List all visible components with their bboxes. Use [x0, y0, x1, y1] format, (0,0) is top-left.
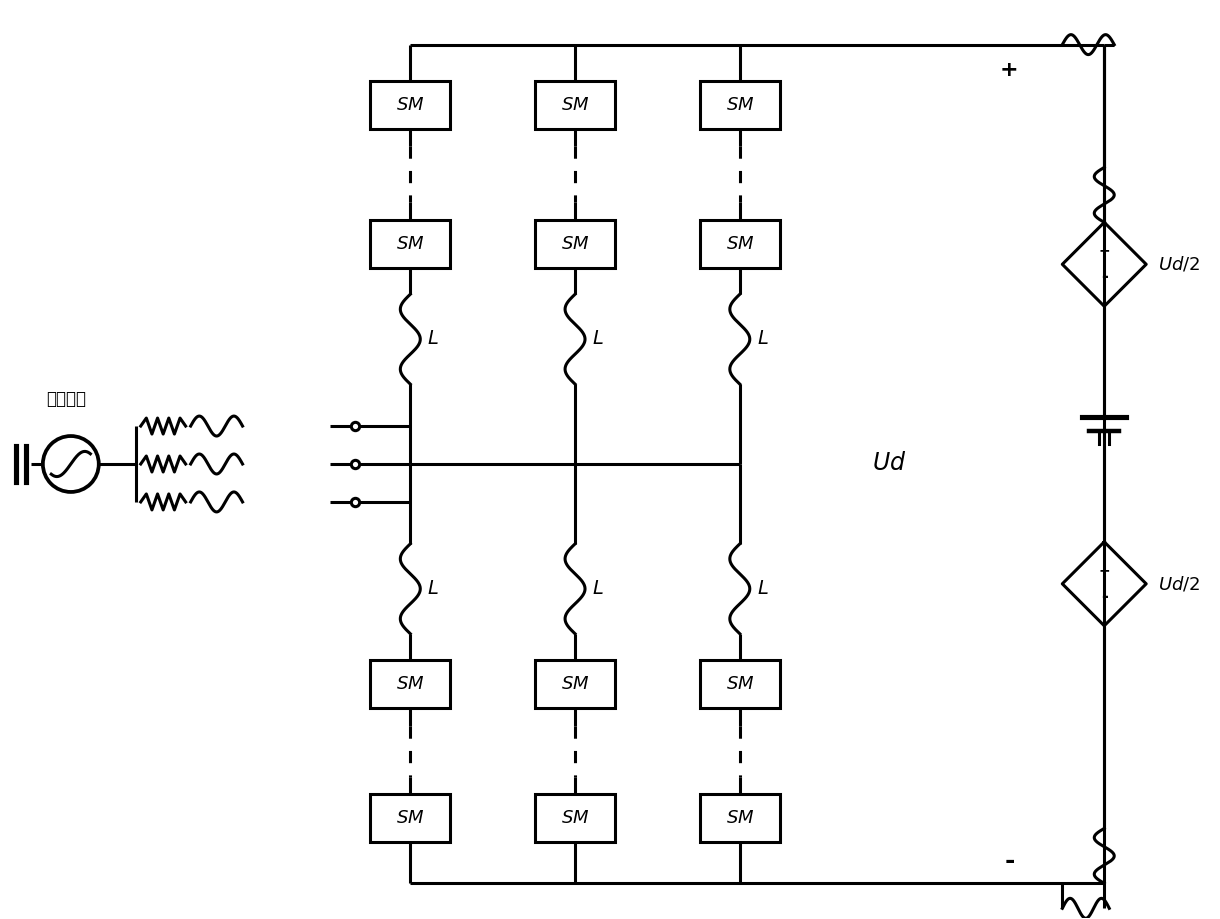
Bar	[700, 221, 780, 268]
Bar	[371, 221, 450, 268]
Bar	[371, 795, 450, 843]
Text: $SM$: $SM$	[396, 96, 425, 114]
Text: $L$: $L$	[756, 580, 769, 597]
Text: $SM$: $SM$	[726, 96, 754, 114]
Text: $SM$: $SM$	[561, 235, 589, 254]
Bar	[700, 660, 780, 708]
Text: +: +	[1098, 244, 1110, 258]
Bar	[536, 795, 615, 843]
Text: -: -	[1004, 849, 1015, 873]
Text: -: -	[1100, 588, 1108, 606]
Text: $L$: $L$	[427, 580, 439, 597]
Text: $L$: $L$	[592, 580, 604, 597]
Bar	[371, 660, 450, 708]
Bar	[371, 81, 450, 129]
Text: 交流系统: 交流系统	[46, 390, 85, 408]
Text: $Ud/2$: $Ud/2$	[1158, 574, 1200, 594]
Text: $SM$: $SM$	[561, 675, 589, 693]
Text: $SM$: $SM$	[561, 96, 589, 114]
Text: $Ud$: $Ud$	[872, 452, 906, 475]
Text: +: +	[1098, 564, 1110, 578]
Bar	[536, 221, 615, 268]
Bar	[536, 81, 615, 129]
Text: $L$: $L$	[592, 330, 604, 348]
Text: $SM$: $SM$	[396, 810, 425, 827]
Text: $SM$: $SM$	[726, 675, 754, 693]
Text: $SM$: $SM$	[396, 235, 425, 254]
Text: $Ud/2$: $Ud/2$	[1158, 255, 1200, 274]
Text: $SM$: $SM$	[726, 235, 754, 254]
Text: $SM$: $SM$	[561, 810, 589, 827]
Bar	[700, 81, 780, 129]
Text: +: +	[1000, 60, 1019, 80]
Text: $SM$: $SM$	[726, 810, 754, 827]
Bar	[700, 795, 780, 843]
Bar	[536, 660, 615, 708]
Text: $SM$: $SM$	[396, 675, 425, 693]
Text: -: -	[1100, 268, 1108, 287]
Text: $L$: $L$	[756, 330, 769, 348]
Text: $L$: $L$	[427, 330, 439, 348]
